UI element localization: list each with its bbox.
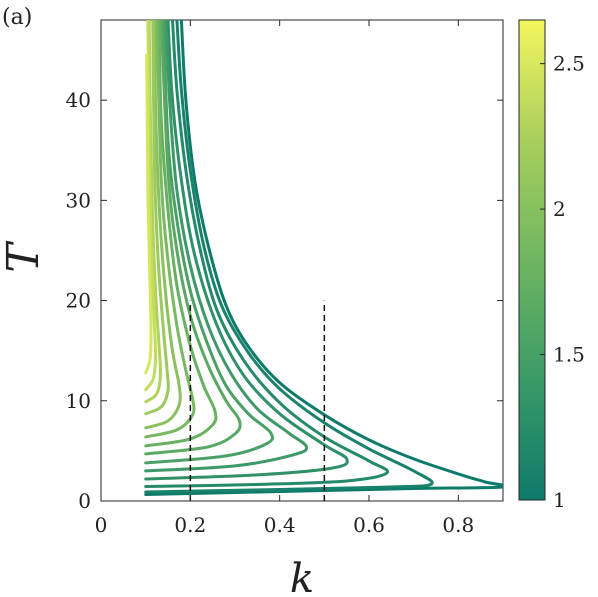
colorbar-tick-label: 1.5 [553,343,585,367]
x-tick-label: 0.8 [442,513,474,537]
y-axis-title: T [0,240,49,273]
contour-line-4 [144,20,349,481]
contour-line-6 [144,20,275,465]
reference-lines [189,300,326,501]
colorbar-tick-label: 2.5 [553,52,585,76]
colorbar-tick-label: 2 [553,197,566,221]
x-axis-title: k [290,556,314,597]
y-tick-label: 40 [66,88,91,112]
x-tick-label: 0.6 [353,513,385,537]
y-tick-label: 10 [66,389,91,413]
colorbar-ticks: 1 1.5 2 2.5 [540,52,585,512]
contour-line-9 [144,20,196,439]
series-layer [144,20,503,496]
contour-line-14 [144,53,153,375]
x-tick-label: 0 [95,513,108,537]
y-tick-label: 20 [66,289,91,313]
contour-line-10 [144,20,182,430]
contour-line-13 [144,20,158,392]
contour-line-8 [144,20,218,448]
y-tick-label: 30 [66,188,91,212]
colorbar-frame [518,19,546,501]
x-axis-ticks: 0 0.2 0.4 0.6 0.8 [95,20,474,537]
x-tick-label: 0.4 [264,513,296,537]
contour-line-2 [144,20,434,494]
x-tick-label: 0.2 [174,513,206,537]
contour-line-1 [144,20,503,496]
contour-line-3 [144,20,390,488]
y-tick-label: 0 [78,489,91,513]
main-plot: 0 0.2 0.4 0.6 0.8 0 10 20 30 40 k T [0,19,504,597]
contour-line-7 [144,20,242,456]
colorbar-tick-label: 1 [553,488,566,512]
contour-line-11 [144,20,170,416]
contour-line-5 [144,20,309,473]
panel-label: (a) [2,5,32,30]
colorbar: 1 1.5 2 2.5 [518,19,585,512]
colorbar-fill [519,20,545,500]
y-axis-ticks: 0 10 20 30 40 [66,88,503,513]
